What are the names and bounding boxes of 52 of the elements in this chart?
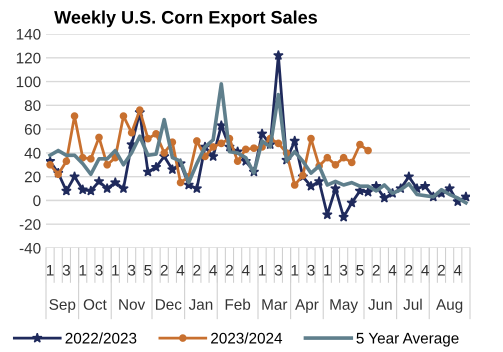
y-tick-label: 60 (24, 124, 41, 135)
y-tick-label: 80 (24, 100, 41, 112)
y-tick-label: 0 (33, 195, 41, 206)
y-tick-label: -20 (20, 219, 41, 230)
x-tick-label: 3 (128, 264, 136, 276)
x-tick-label: 5 (144, 264, 152, 276)
legend-label: 5 Year Average (356, 332, 459, 347)
text: Feb (226, 298, 250, 310)
text: May (330, 299, 358, 313)
x-tick-label: 1 (46, 264, 54, 276)
y-tick-label: 120 (16, 52, 41, 64)
x-tick-label: 4 (242, 264, 250, 276)
x-tick-label: 3 (62, 264, 70, 276)
x-tick-label: 1 (80, 264, 86, 276)
x-tick-label: 2 (160, 264, 168, 276)
y-tick-label: -40 (20, 242, 41, 254)
x-tick-label: 5 (356, 264, 364, 276)
legend-label: 2022/2023 (66, 332, 136, 344)
chart-title: Weekly U.S. Corn Export Sales (54, 10, 317, 28)
x-tick-label: 2 (372, 264, 380, 276)
x-tick-label: 4 (388, 264, 396, 276)
y-tick-label: 20 (24, 172, 41, 182)
x-tick-label: 1 (112, 264, 119, 276)
x-tick-label: 2 (193, 264, 200, 276)
text: Jul (403, 298, 422, 310)
x-tick-label: 3 (307, 264, 315, 276)
text: Oct (84, 299, 107, 310)
text: Aug (436, 299, 462, 313)
x-tick-label: 2 (438, 264, 445, 276)
x-tick-label: 3 (95, 264, 103, 276)
x-tick-label: 4 (209, 264, 217, 276)
y-tick-label: 100 (16, 76, 41, 88)
y-tick-label: 40 (24, 148, 41, 159)
text: Dec (156, 299, 182, 310)
x-tick-label: 4 (454, 264, 462, 276)
x-tick-label: 4 (421, 264, 429, 276)
x-tick-label: 1 (292, 264, 298, 276)
legend-label: 2023/2024 (211, 332, 282, 344)
x-tick-label: 4 (176, 264, 184, 276)
text: Sep (49, 299, 76, 313)
x-tick-label: 1 (324, 264, 331, 276)
text: Nov (119, 299, 146, 310)
x-tick-label: 2 (226, 264, 233, 276)
x-tick-label: 2 (405, 264, 412, 276)
text: Apr (295, 299, 319, 313)
text: Jan (188, 299, 212, 310)
x-tick-label: 3 (274, 264, 282, 276)
y-tick-label: 140 (16, 28, 41, 40)
text: Mar (262, 299, 288, 310)
text: Jun (368, 299, 392, 310)
x-tick-label: 1 (258, 264, 266, 276)
x-tick-label: 3 (340, 264, 348, 276)
